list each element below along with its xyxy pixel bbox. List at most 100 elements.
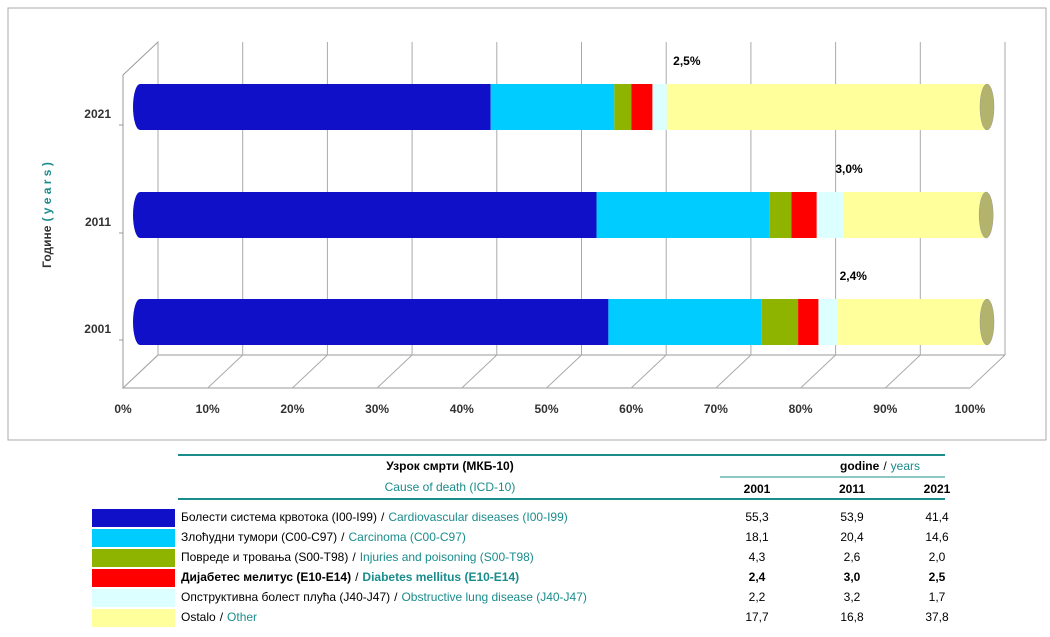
- bar-segment: [837, 299, 987, 345]
- y-tick-label: 2021: [84, 107, 111, 121]
- cell-value: 17,7: [745, 610, 769, 624]
- y-label-sr: Године: [40, 225, 54, 268]
- separator: /: [355, 570, 359, 584]
- separator: /: [352, 550, 356, 564]
- bar-segment: [818, 299, 838, 345]
- header-cause-en: Cause of death (ICD-10): [385, 480, 516, 494]
- cell-value: 4,3: [749, 550, 766, 564]
- grid-line-floor: [969, 354, 1006, 389]
- header-year: 2001: [744, 482, 771, 496]
- bar-cap-right: [979, 298, 995, 346]
- row-label: Опструктивна болест плућа (J40-J47) / Obst…: [181, 590, 587, 604]
- cell-value: 41,4: [925, 510, 949, 524]
- bar-cap-right: [979, 83, 995, 131]
- value-label: 2,4%: [840, 269, 868, 283]
- value-label: 3,0%: [835, 162, 863, 176]
- cell-value: 37,8: [925, 610, 949, 624]
- x-tick-label: 90%: [873, 402, 897, 416]
- years-sr: godine: [840, 459, 880, 473]
- header-year: 2011: [839, 482, 865, 496]
- legend-swatch: [92, 609, 175, 627]
- y-tick-label: 2011: [85, 215, 111, 229]
- cause-sr: Опструктивна болест плућа (J40-J47): [181, 590, 390, 604]
- cause-en: Diabetes mellitus (E10-E14): [362, 570, 519, 584]
- header-years: godine / years: [840, 459, 920, 473]
- cause-en: Injuries and poisoning (S00-T98): [360, 550, 534, 564]
- grid-line-floor: [292, 354, 328, 389]
- grid-line-floor: [715, 354, 752, 389]
- cell-value: 55,3: [745, 510, 769, 524]
- cell-value: 2,4: [749, 570, 766, 584]
- cause-sr: Повреде и тровања (S00-T98): [181, 550, 348, 564]
- grid-line-floor: [800, 354, 836, 389]
- header-cause-sr: Узрок смрти (МКБ-10): [386, 459, 513, 473]
- x-tick-label: 60%: [619, 402, 643, 416]
- bar-segment: [140, 299, 609, 345]
- legend-swatch: [92, 549, 175, 567]
- cell-value: 3,2: [844, 590, 861, 604]
- bar-segment: [843, 192, 987, 238]
- grid-line-floor: [376, 354, 413, 389]
- legend-swatch: [92, 529, 175, 547]
- cell-value: 20,4: [840, 530, 864, 544]
- y-label-en: ( y e a r s ): [40, 162, 54, 221]
- bar-segment: [490, 84, 615, 130]
- cell-value: 2,5: [929, 570, 946, 584]
- cause-sr: Дијабетес мелитус (E10-E14): [181, 570, 351, 584]
- separator: /: [220, 610, 224, 624]
- bar-segment: [791, 192, 817, 238]
- cell-value: 14,6: [925, 530, 949, 544]
- legend-swatch: [92, 509, 175, 527]
- row-label: Ostalo / Other: [181, 610, 257, 624]
- bar-segment: [140, 192, 597, 238]
- bar-segment: [761, 299, 799, 345]
- x-tick-label: 0%: [114, 402, 132, 416]
- years-en: years: [891, 459, 920, 473]
- legend-swatch: [92, 589, 175, 607]
- bar-segment: [798, 299, 819, 345]
- cause-en: Cardiovascular diseases (I00-I99): [388, 510, 567, 524]
- grid-line-floor: [630, 354, 667, 389]
- cause-en: Carcinoma (C00-C97): [349, 530, 466, 544]
- row-label: Повреде и тровања (S00-T98) / Injuries and…: [181, 550, 534, 564]
- x-tick-label: 70%: [704, 402, 728, 416]
- cause-sr: Болести система крвотока (I00-I99): [181, 510, 377, 524]
- bar-segment: [666, 84, 987, 130]
- grid-line-floor: [884, 354, 921, 389]
- x-tick-label: 30%: [365, 402, 389, 416]
- row-label: Дијабетес мелитус (E10-E14) / Diabetes mel…: [181, 570, 519, 584]
- cell-value: 1,7: [929, 590, 946, 604]
- separator: /: [341, 530, 345, 544]
- bar-segment: [614, 84, 632, 130]
- separator: /: [394, 590, 398, 604]
- grid-line-floor: [207, 354, 244, 389]
- x-tick-label: 80%: [789, 402, 813, 416]
- y-axis-label: Године ( y e a r s ): [40, 162, 54, 268]
- cell-value: 2,2: [749, 590, 766, 604]
- cell-value: 2,6: [844, 550, 861, 564]
- row-label: Болести система крвотока (I00-I99) / Cardi…: [181, 510, 568, 524]
- x-tick-label: 50%: [534, 402, 558, 416]
- separator: /: [381, 510, 385, 524]
- grid-line-floor: [461, 354, 498, 389]
- x-tick-label: 20%: [280, 402, 304, 416]
- x-tick-label: 10%: [196, 402, 220, 416]
- grid-line-floor: [122, 354, 159, 389]
- bar-segment: [140, 84, 491, 130]
- bar-segment: [769, 192, 792, 238]
- bar-segment: [596, 192, 770, 238]
- cause-en: Obstructive lung disease (J40-J47): [401, 590, 586, 604]
- x-tick-label: 100%: [955, 402, 986, 416]
- header-year: 2021: [924, 482, 951, 496]
- bar-segment: [816, 192, 844, 238]
- cause-sr: Злоћудни тумори (C00-C97): [181, 530, 337, 544]
- cell-value: 3,0: [844, 570, 861, 584]
- bar-cap-right: [978, 191, 994, 239]
- cell-value: 53,9: [840, 510, 864, 524]
- x-tick-label: 40%: [450, 402, 474, 416]
- cell-value: 18,1: [745, 530, 769, 544]
- bar-segment: [631, 84, 653, 130]
- legend-swatch: [92, 569, 175, 587]
